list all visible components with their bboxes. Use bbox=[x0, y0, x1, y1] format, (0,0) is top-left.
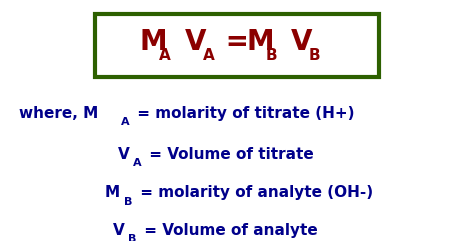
Text: B: B bbox=[309, 48, 320, 63]
Text: M: M bbox=[140, 28, 167, 56]
Text: M: M bbox=[246, 28, 274, 56]
Text: = Volume of titrate: = Volume of titrate bbox=[144, 147, 314, 162]
Text: A: A bbox=[203, 48, 215, 63]
Text: = Volume of analyte: = Volume of analyte bbox=[139, 223, 318, 238]
Text: A: A bbox=[133, 158, 141, 168]
Text: V: V bbox=[118, 147, 129, 162]
Text: A: A bbox=[159, 48, 171, 63]
Text: A: A bbox=[121, 117, 130, 127]
Text: V: V bbox=[113, 223, 125, 238]
FancyBboxPatch shape bbox=[95, 14, 379, 77]
Text: M: M bbox=[104, 185, 119, 200]
Text: = molarity of titrate (H+): = molarity of titrate (H+) bbox=[132, 106, 355, 121]
Text: where, M: where, M bbox=[19, 106, 98, 121]
Text: B: B bbox=[124, 197, 132, 207]
Text: V: V bbox=[185, 28, 206, 56]
Text: =: = bbox=[216, 28, 258, 56]
Text: B: B bbox=[265, 48, 277, 63]
Text: = molarity of analyte (OH-): = molarity of analyte (OH-) bbox=[135, 185, 373, 200]
Text: B: B bbox=[128, 234, 137, 241]
Text: V: V bbox=[291, 28, 312, 56]
